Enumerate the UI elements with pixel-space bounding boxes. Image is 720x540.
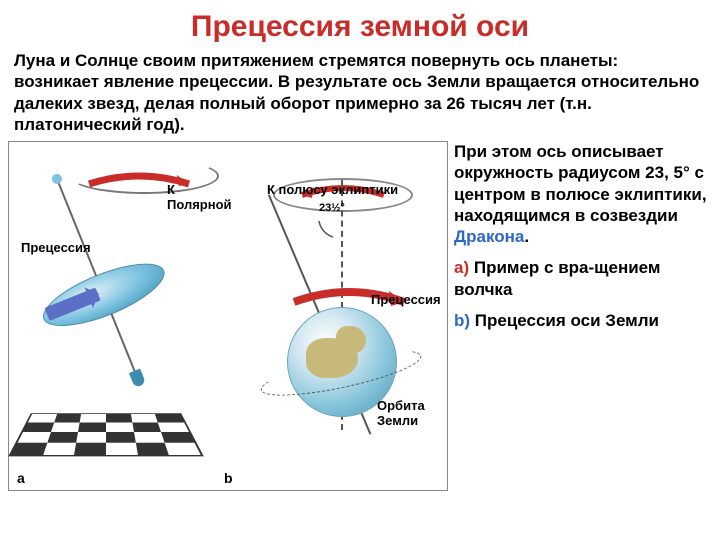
label-orbit: Орбита Земли xyxy=(377,398,437,428)
page-title: Прецессия земной оси xyxy=(0,0,720,50)
text-b: Прецессия оси Земли xyxy=(470,311,659,330)
spinning-top xyxy=(47,174,148,385)
right-text-column: При этом ось описывает окружность радиус… xyxy=(448,141,710,491)
label-b: b) xyxy=(454,311,470,330)
label-precession-right: Прецессия xyxy=(371,292,441,307)
example-b: b) Прецессия оси Земли xyxy=(454,310,710,331)
text-a: Пример с вра-щением волчка xyxy=(454,258,661,298)
top-tip xyxy=(129,369,146,388)
desc-suffix: . xyxy=(524,227,529,246)
checker-floor xyxy=(8,413,204,456)
panel-label-b: b xyxy=(224,470,233,486)
desc-paragraph: При этом ось описывает окружность радиус… xyxy=(454,141,710,247)
label-k-ecliptic: К полюсу эклиптики xyxy=(267,182,398,197)
label-k-polar: К Полярной xyxy=(167,182,237,212)
example-a: a) Пример с вра-щением волчка xyxy=(454,257,710,300)
landmass xyxy=(336,326,366,354)
floor-grid xyxy=(8,413,204,456)
top-knob xyxy=(50,172,63,185)
desc-text: При этом ось описывает окружность радиус… xyxy=(454,142,707,225)
slide-root: Прецессия земной оси Луна и Солнце своим… xyxy=(0,0,720,540)
label-precession-left: Прецессия xyxy=(21,240,91,255)
label-angle: 23½° xyxy=(319,202,345,214)
draco-link: Дракона xyxy=(454,227,524,246)
intro-paragraph: Луна и Солнце своим притяжением стремятс… xyxy=(0,50,720,141)
content-row: Прецессия К Полярной 23½° К полюсу эклип… xyxy=(0,141,720,491)
precession-diagram: Прецессия К Полярной 23½° К полюсу эклип… xyxy=(8,141,448,491)
panel-label-a: a xyxy=(17,470,25,486)
label-a: a) xyxy=(454,258,469,277)
